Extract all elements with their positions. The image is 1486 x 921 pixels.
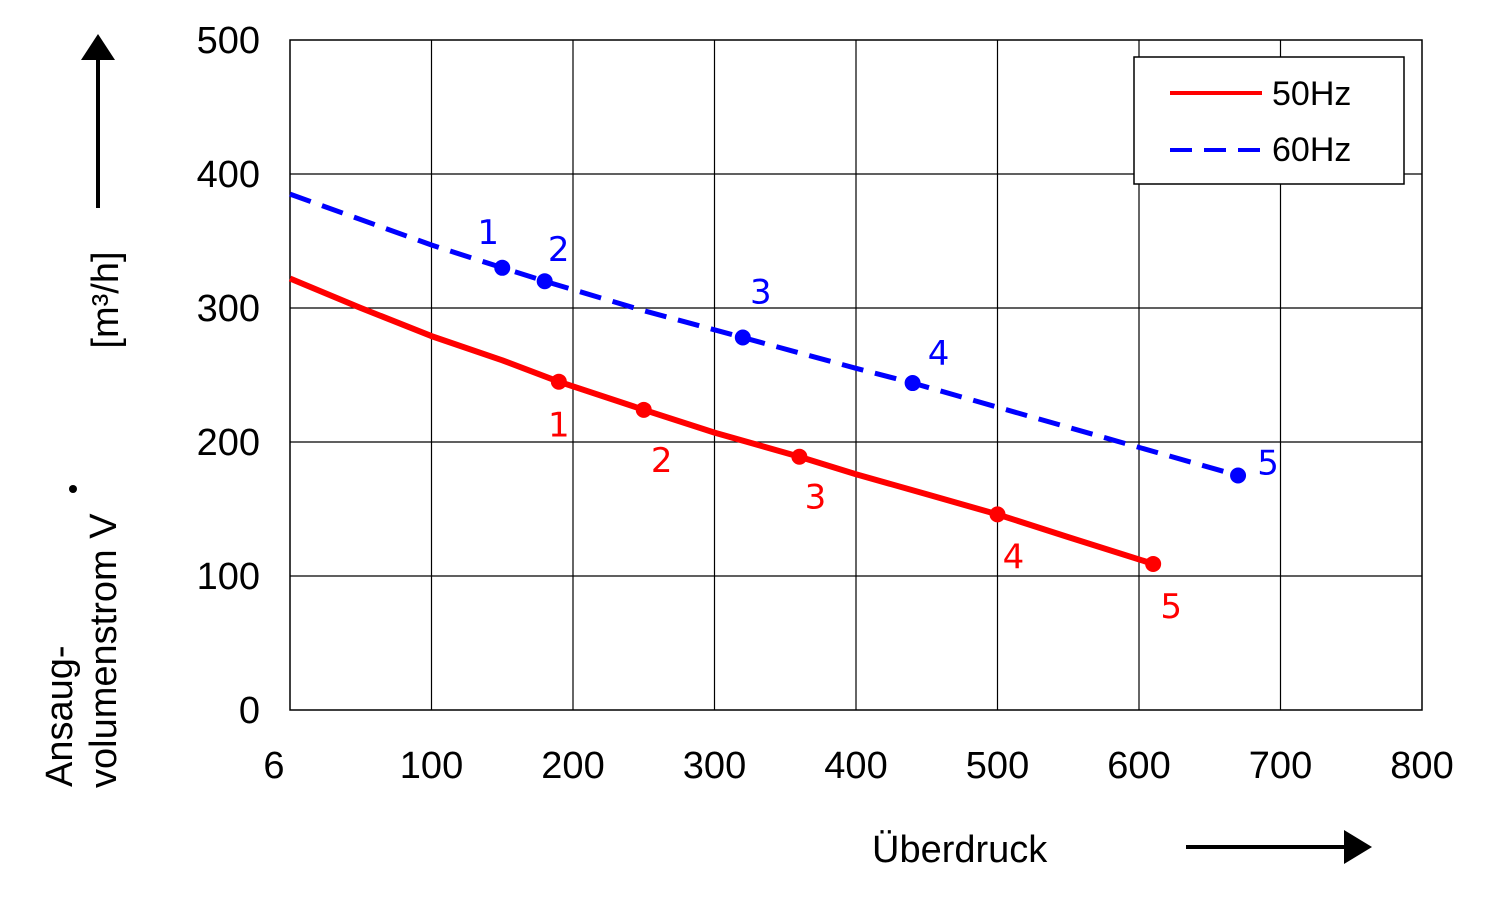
- data-point-50hz-3: [791, 448, 808, 465]
- legend-box: [1133, 56, 1405, 185]
- point-label-60hz-4: 4: [928, 334, 950, 374]
- x-axis-title: Überdruck: [872, 829, 1048, 871]
- point-label-50hz-1: 1: [548, 406, 570, 446]
- v-dot: [69, 485, 77, 493]
- data-point-60hz-3: [734, 329, 751, 346]
- data-point-60hz-1: [494, 259, 511, 276]
- y-tick-label: 200: [197, 422, 260, 464]
- data-point-60hz-2: [536, 273, 553, 290]
- y-axis-arrow: [81, 34, 115, 208]
- point-label-50hz-5: 5: [1160, 587, 1182, 627]
- x-tick-label: 500: [966, 745, 1029, 787]
- data-point-60hz-4: [904, 375, 921, 392]
- legend-label-60hz: 60Hz: [1272, 131, 1351, 169]
- y-axis-unit: [m³/h]: [85, 251, 127, 348]
- x-tick-labels: 6 100 200 300 400 500 600 700 800: [263, 745, 1453, 787]
- y-axis-title-line2: volumenstrom V: [83, 513, 125, 788]
- point-label-60hz-1: 1: [477, 213, 499, 253]
- y-tick-labels: 0 100 200 300 400 500: [197, 20, 260, 732]
- x-tick-label: 800: [1390, 745, 1453, 787]
- x-tick-label: 700: [1249, 745, 1312, 787]
- data-point-50hz-1: [550, 373, 567, 390]
- x-tick-label: 300: [683, 745, 746, 787]
- point-label-50hz-4: 4: [1003, 537, 1025, 577]
- y-tick-label: 0: [239, 690, 260, 732]
- series-line-60hz: [289, 191, 1239, 478]
- data-point-50hz-2: [635, 401, 652, 418]
- data-point-60hz-5: [1230, 467, 1247, 484]
- y-axis-title-line1: Ansaug-: [39, 645, 81, 787]
- point-label-60hz-5: 5: [1257, 444, 1279, 484]
- point-label-60hz-3: 3: [750, 272, 772, 312]
- legend: 50Hz 60Hz: [1133, 56, 1405, 185]
- x-tick-label: 200: [541, 745, 604, 787]
- data-point-50hz-4: [989, 506, 1006, 523]
- point-label-60hz-2: 2: [548, 230, 570, 270]
- y-tick-label: 500: [197, 20, 260, 62]
- series-line-50hz: [288, 275, 1155, 567]
- point-label-50hz-2: 2: [651, 441, 673, 481]
- point-label-50hz-3: 3: [805, 478, 827, 518]
- legend-label-50hz: 50Hz: [1272, 75, 1351, 113]
- x-axis-arrow: [1186, 830, 1372, 864]
- data-point-50hz-5: [1145, 555, 1162, 572]
- y-tick-label: 300: [197, 288, 260, 330]
- x-tick-label: 400: [824, 745, 887, 787]
- plot-frame: [289, 39, 1423, 711]
- x-tick-label: 600: [1107, 745, 1170, 787]
- series-layer: 1 2 3 4 5 1 2 3 4 5: [288, 191, 1279, 627]
- y-tick-label: 400: [197, 154, 260, 196]
- x-tick-label: 100: [400, 745, 463, 787]
- y-tick-label: 100: [197, 556, 260, 598]
- x-tick-label: 6: [263, 745, 284, 787]
